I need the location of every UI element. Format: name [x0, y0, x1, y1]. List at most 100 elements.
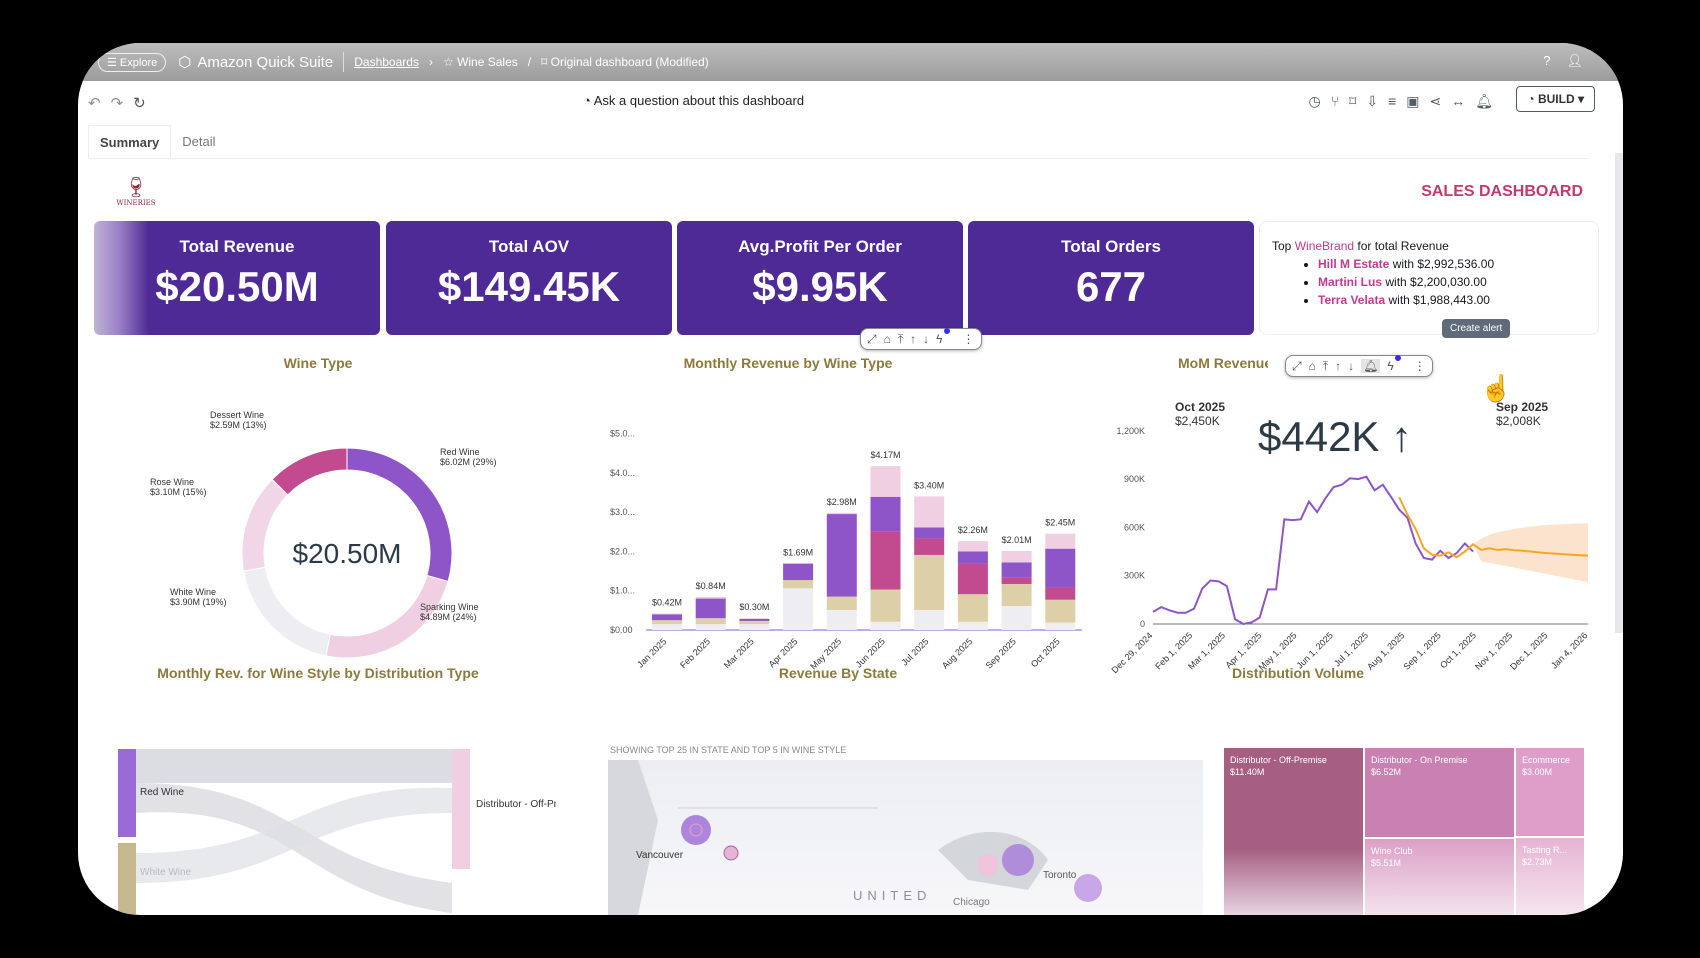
undo-icon[interactable]: ↶ — [88, 95, 101, 112]
more-options-icon[interactable]: ⋮ — [1413, 359, 1426, 373]
bar-segment — [695, 598, 726, 619]
treemap-value: $11.40M — [1230, 767, 1265, 777]
drill-icon[interactable]: ⌂ — [1308, 359, 1316, 373]
kpi-total-revenue[interactable]: Total Revenue $20.50M — [94, 221, 380, 335]
wine-sales-label: Wine Sales — [457, 55, 518, 69]
fit-width-icon[interactable]: ↔ — [1451, 93, 1466, 109]
sankey-label: White Wine — [140, 867, 192, 878]
revenue-map[interactable]: Vancouver Toronto Chicago UNITED — [608, 760, 1203, 915]
breadcrumb-dashboards[interactable]: Dashboards — [354, 55, 419, 69]
treemap-label: Distributor - On Premise — [1371, 755, 1468, 765]
create-alert-tooltip: Create alert — [1442, 319, 1511, 338]
database-icon[interactable]: ≡ — [1388, 93, 1397, 109]
arrow-up-icon: ↑ — [1391, 413, 1413, 460]
slice-value: $2.59M (13%) — [210, 420, 267, 430]
kpi-total-aov[interactable]: Total AOV $149.45K — [386, 221, 672, 335]
actual-revenue-line — [1152, 475, 1474, 626]
visual-menu-mom: ⤢ ⌂ ⤒ ↑ ↓ 🔔︎ ϟ ⋮ — [1285, 355, 1433, 377]
move-up-icon[interactable]: ↑ — [1335, 359, 1342, 373]
kpi-avg-profit[interactable]: Avg.Profit Per Order $9.95K — [677, 221, 963, 335]
star-icon: ☆ — [442, 55, 454, 69]
map-bubble — [723, 845, 739, 861]
move-top-icon[interactable]: ⤒ — [897, 331, 904, 346]
previous-period: Sep 2025 $2,008K — [1496, 400, 1548, 428]
bar-total-label: $2.26M — [958, 525, 988, 535]
x-tick-label: Jan 4, 2026 — [1549, 630, 1589, 670]
expand-icon[interactable]: ⤢ — [867, 331, 877, 346]
brand-item: Terra Velata with $1,988,443.00 — [1318, 291, 1586, 309]
y-tick-label: 900K — [1124, 474, 1145, 484]
tab-summary[interactable]: Summary — [88, 125, 172, 158]
reset-icon[interactable]: ↻ — [133, 95, 146, 112]
expand-icon[interactable]: ⤢ — [1292, 358, 1302, 373]
wineries-logo: 🍷︎ WINERIES — [106, 175, 166, 207]
bar-segment — [1001, 551, 1032, 563]
redo-icon[interactable]: ↷ — [110, 95, 124, 112]
sankey-node-white-wine — [118, 843, 136, 915]
treemap-ecommerce[interactable]: Ecommerce $3.00M — [1515, 747, 1585, 837]
more-options-icon[interactable]: ⋮ — [962, 332, 975, 346]
build-button[interactable]: ◔ BUILD ▾ — [1516, 86, 1595, 112]
bar-segment — [695, 624, 726, 630]
breadcrumb-dashboard[interactable]: ⌑ Original dashboard (Modified) — [541, 55, 709, 69]
bookmark-icon: ⌑ — [541, 55, 548, 69]
help-icon[interactable]: ? — [1543, 53, 1551, 68]
export-icon[interactable]: ⇩ — [1366, 93, 1379, 109]
bar-segment — [783, 563, 814, 581]
bar-segment — [739, 618, 770, 621]
delta-value: $442K — [1258, 413, 1380, 460]
move-up-icon[interactable]: ↑ — [910, 332, 917, 346]
monthly-revenue-title: Monthly Revenue by Wine Type — [683, 355, 893, 371]
bar-segment — [957, 594, 988, 622]
toolbar: ↶ ↷ ↻ ◔ Ask a question about this dashbo… — [78, 81, 1623, 125]
explore-button[interactable]: ☰ Explore — [98, 52, 167, 72]
slice-label: Sparking Wine — [420, 602, 479, 612]
bar-segment — [1045, 587, 1076, 600]
sankey-chart: Red Wine White Wine Distributor - Off-Pr… — [118, 749, 556, 915]
y-tick-label: $4.0... — [610, 468, 635, 478]
tab-detail[interactable]: Detail — [182, 134, 216, 149]
treemap-distributor-off-premise[interactable]: Distributor - Off-Premise $11.40M — [1223, 747, 1364, 915]
branch-icon[interactable]: ⑂ — [1330, 93, 1340, 109]
map-bubble — [1074, 874, 1102, 902]
brand[interactable]: ⬡ Amazon Quick Suite — [178, 53, 333, 72]
kpi-total-orders[interactable]: Total Orders 677 — [968, 221, 1254, 335]
y-tick-label: $2.0... — [610, 546, 635, 556]
scrollbar[interactable] — [1615, 153, 1623, 633]
ask-question-button[interactable]: ◔ Ask a question about this dashboard — [583, 93, 804, 108]
revenue-by-state-title: Revenue By State — [778, 665, 898, 681]
insight-icon[interactable]: ϟ — [1387, 359, 1394, 373]
treemap-wine-club[interactable]: Wine Club $5.51M — [1364, 838, 1515, 915]
bar-segment — [1045, 548, 1076, 588]
brand-value: with $2,992,536.00 — [1392, 257, 1495, 271]
ask-label: Ask a question about this dashboard — [593, 93, 805, 108]
bell-icon[interactable]: 🔔︎ — [1475, 93, 1493, 109]
bar-segment — [1045, 599, 1076, 623]
top-brands-card: Top WineBrand for total Revenue Hill M E… — [1259, 221, 1599, 335]
y-tick-label: $1.0... — [610, 586, 635, 596]
slice-label: Rose Wine — [150, 477, 194, 487]
bookmark-icon[interactable]: ⌑ — [1349, 93, 1357, 109]
user-icon[interactable]: 👤︎ — [1566, 53, 1583, 68]
move-down-icon[interactable]: ↓ — [1348, 359, 1355, 373]
move-down-icon[interactable]: ↓ — [923, 332, 930, 346]
create-alert-bell-icon[interactable]: 🔔︎ — [1361, 359, 1381, 373]
notification-dot — [943, 328, 950, 334]
x-tick-label: Dec 1, 2025 — [1508, 630, 1549, 671]
map-place-label: Toronto — [1043, 870, 1077, 881]
clock-icon[interactable]: ◷ — [1308, 93, 1321, 109]
bar-segment — [870, 466, 901, 497]
y-tick-label: 600K — [1124, 522, 1145, 532]
treemap-tasting-room[interactable]: Tasting R... $2.73M — [1515, 837, 1585, 915]
bar-segment — [652, 624, 682, 630]
move-top-icon[interactable]: ⤒ — [1322, 358, 1329, 373]
bar-segment — [1045, 533, 1076, 549]
save-icon[interactable]: ▣ — [1406, 93, 1420, 109]
drill-icon[interactable]: ⌂ — [883, 332, 891, 346]
ask-icon: ◔ — [583, 93, 591, 108]
treemap-distributor-on-premise[interactable]: Distributor - On Premise $6.52M — [1364, 747, 1515, 838]
sankey-label: Red Wine — [140, 787, 184, 798]
insight-icon[interactable]: ϟ — [936, 332, 943, 346]
breadcrumb-wine-sales[interactable]: ☆ Wine Sales — [443, 55, 518, 69]
share-icon[interactable]: ⋖ — [1429, 93, 1442, 109]
